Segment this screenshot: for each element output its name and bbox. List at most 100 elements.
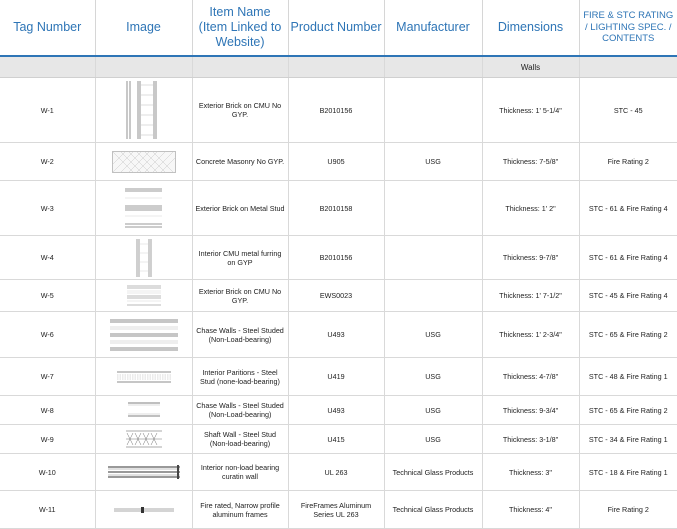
header-rating: FIRE & STC RATING / LIGHTING SPEC. / CON… xyxy=(579,0,677,57)
item-name-cell: Fire rated, Narrow profile aluminum fram… xyxy=(192,490,289,529)
product-number-cell: U493 xyxy=(288,311,385,358)
dimensions-cell: Thickness: 1' 2" xyxy=(482,180,580,236)
section-row-walls: Walls xyxy=(0,56,677,78)
rating-cell: STC - 65 & Fire Rating 2 xyxy=(579,311,677,358)
wall-section-concrete-masonry-icon xyxy=(111,150,176,173)
image-cell xyxy=(95,180,193,236)
item-name-cell: Chase Walls - Steel Studed (Non-Load-bea… xyxy=(192,395,289,425)
product-number-cell: B2010156 xyxy=(288,235,385,280)
wall-section-brick-cmu-icon xyxy=(126,81,156,139)
item-name-cell: Interior CMU metal furring on GYP xyxy=(192,235,289,280)
rating-cell: Fire Rating 2 xyxy=(579,490,677,529)
section-cell xyxy=(0,56,96,78)
rating-cell: STC - 65 & Fire Rating 2 xyxy=(579,395,677,425)
product-number-cell: FireFrames Aluminum Series UL 263 xyxy=(288,490,385,529)
tag-cell: W-10 xyxy=(0,453,96,491)
product-number-cell: U905 xyxy=(288,142,385,181)
manufacturer-cell: USG xyxy=(383,395,483,425)
dimensions-cell: Thickness: 1' 7-1/2" xyxy=(482,279,580,312)
product-number-cell: B2010158 xyxy=(288,180,385,236)
product-number-cell: U415 xyxy=(288,424,385,454)
header-product-number: Product Number xyxy=(288,0,385,57)
table-row: W-5 Exterior Brick on CMU No GYP. EWS002… xyxy=(0,279,677,312)
item-name-cell: Concrete Masonry No GYP. xyxy=(192,142,289,181)
rating-cell: STC - 45 & Fire Rating 4 xyxy=(579,279,677,312)
table-row: W-3 Exterior Brick on Metal Stud B201015… xyxy=(0,180,677,236)
dimensions-cell: Thickness: 9-3/4" xyxy=(482,395,580,425)
table-row: W-10 Interior non-load bearing curatin w… xyxy=(0,453,677,491)
product-number-cell: UL 263 xyxy=(288,453,385,491)
manufacturer-cell: USG xyxy=(383,311,483,358)
table-row: W-4 Interior CMU metal furring on GYP B2… xyxy=(0,235,677,280)
manufacturer-cell xyxy=(383,77,483,143)
tag-cell: W-4 xyxy=(0,235,96,280)
image-cell xyxy=(95,395,193,425)
table-row: W-8 Chase Walls - Steel Studed (Non-Load… xyxy=(0,395,677,425)
table-row: W-6 Chase Walls - Steel Studed (Non-Load… xyxy=(0,311,677,358)
image-cell xyxy=(95,453,193,491)
image-cell xyxy=(95,77,193,143)
rating-cell: Fire Rating 2 xyxy=(579,142,677,181)
wall-section-shaft-wall-icon xyxy=(125,430,162,448)
rating-cell: STC - 45 xyxy=(579,77,677,143)
header-row: Tag Number Image Item Name (Item Linked … xyxy=(0,0,677,57)
section-cell xyxy=(288,56,385,78)
manufacturer-cell: USG xyxy=(383,357,483,396)
dimensions-cell: Thickness: 4" xyxy=(482,490,580,529)
item-name-cell: Shaft Wall - Steel Stud (Non-load-bearin… xyxy=(192,424,289,454)
rating-cell: STC - 18 & Fire Rating 1 xyxy=(579,453,677,491)
product-number-cell: U419 xyxy=(288,357,385,396)
header-manufacturer: Manufacturer xyxy=(383,0,483,57)
tag-cell: W-1 xyxy=(0,77,96,143)
image-cell xyxy=(95,490,193,529)
tag-cell: W-3 xyxy=(0,180,96,236)
wall-section-interior-partition-icon xyxy=(116,371,171,382)
rating-cell: STC - 61 & Fire Rating 4 xyxy=(579,180,677,236)
item-name-cell: Chase Walls - Steel Studed (Non-Load-bea… xyxy=(192,311,289,358)
manufacturer-cell xyxy=(383,279,483,312)
wall-section-curtain-wall-icon xyxy=(107,465,180,479)
header-tag: Tag Number xyxy=(0,0,96,57)
dimensions-cell: Thickness: 1' 5-1/4" xyxy=(482,77,580,143)
wall-section-brick-cmu-icon xyxy=(126,285,161,305)
tag-cell: W-11 xyxy=(0,490,96,529)
image-cell xyxy=(95,311,193,358)
item-name-cell: Exterior Brick on Metal Stud xyxy=(192,180,289,236)
header-image: Image xyxy=(95,0,193,57)
rating-cell: STC - 61 & Fire Rating 4 xyxy=(579,235,677,280)
item-name-cell: Exterior Brick on CMU No GYP. xyxy=(192,279,289,312)
wall-section-brick-metal-stud-icon xyxy=(124,188,162,228)
rating-cell: STC - 34 & Fire Rating 1 xyxy=(579,424,677,454)
wall-section-interior-cmu-icon xyxy=(136,238,151,277)
tag-cell: W-5 xyxy=(0,279,96,312)
product-number-cell: B2010156 xyxy=(288,77,385,143)
manufacturer-cell: USG xyxy=(383,424,483,454)
product-number-cell: EWS0023 xyxy=(288,279,385,312)
manufacturer-cell: Technical Glass Products xyxy=(383,453,483,491)
tag-cell: W-9 xyxy=(0,424,96,454)
section-cell xyxy=(383,56,483,78)
section-cell xyxy=(95,56,193,78)
dimensions-cell: Thickness: 4-7/8" xyxy=(482,357,580,396)
table-row: W-1 Exterior Brick on CMU No GYP. xyxy=(0,77,677,143)
wall-section-chase-wall-icon xyxy=(127,402,160,417)
manufacturer-cell: Technical Glass Products xyxy=(383,490,483,529)
table-row: W-7 Interior Paritions - Steel Stud (non… xyxy=(0,357,677,396)
item-name-cell: Exterior Brick on CMU No GYP. xyxy=(192,77,289,143)
product-number-cell: U493 xyxy=(288,395,385,425)
manufacturer-cell: USG xyxy=(383,142,483,181)
dimensions-cell: Thickness: 9-7/8" xyxy=(482,235,580,280)
tag-cell: W-8 xyxy=(0,395,96,425)
wall-section-aluminum-frame-icon xyxy=(113,506,174,513)
item-name-cell: Interior non-load bearing curatin wall xyxy=(192,453,289,491)
image-cell xyxy=(95,357,193,396)
item-name-cell: Interior Paritions - Steel Stud (none-lo… xyxy=(192,357,289,396)
dimensions-cell: Thickness: 3-1/8" xyxy=(482,424,580,454)
table-row: W-11 Fire rated, Narrow profile aluminum… xyxy=(0,490,677,529)
manufacturer-cell xyxy=(383,235,483,280)
rating-cell: STC - 48 & Fire Rating 1 xyxy=(579,357,677,396)
dimensions-cell: Thickness: 7-5/8" xyxy=(482,142,580,181)
table-row: W-9 Shaft Wall - Steel Stud (Non-load-be xyxy=(0,424,677,454)
tag-cell: W-7 xyxy=(0,357,96,396)
